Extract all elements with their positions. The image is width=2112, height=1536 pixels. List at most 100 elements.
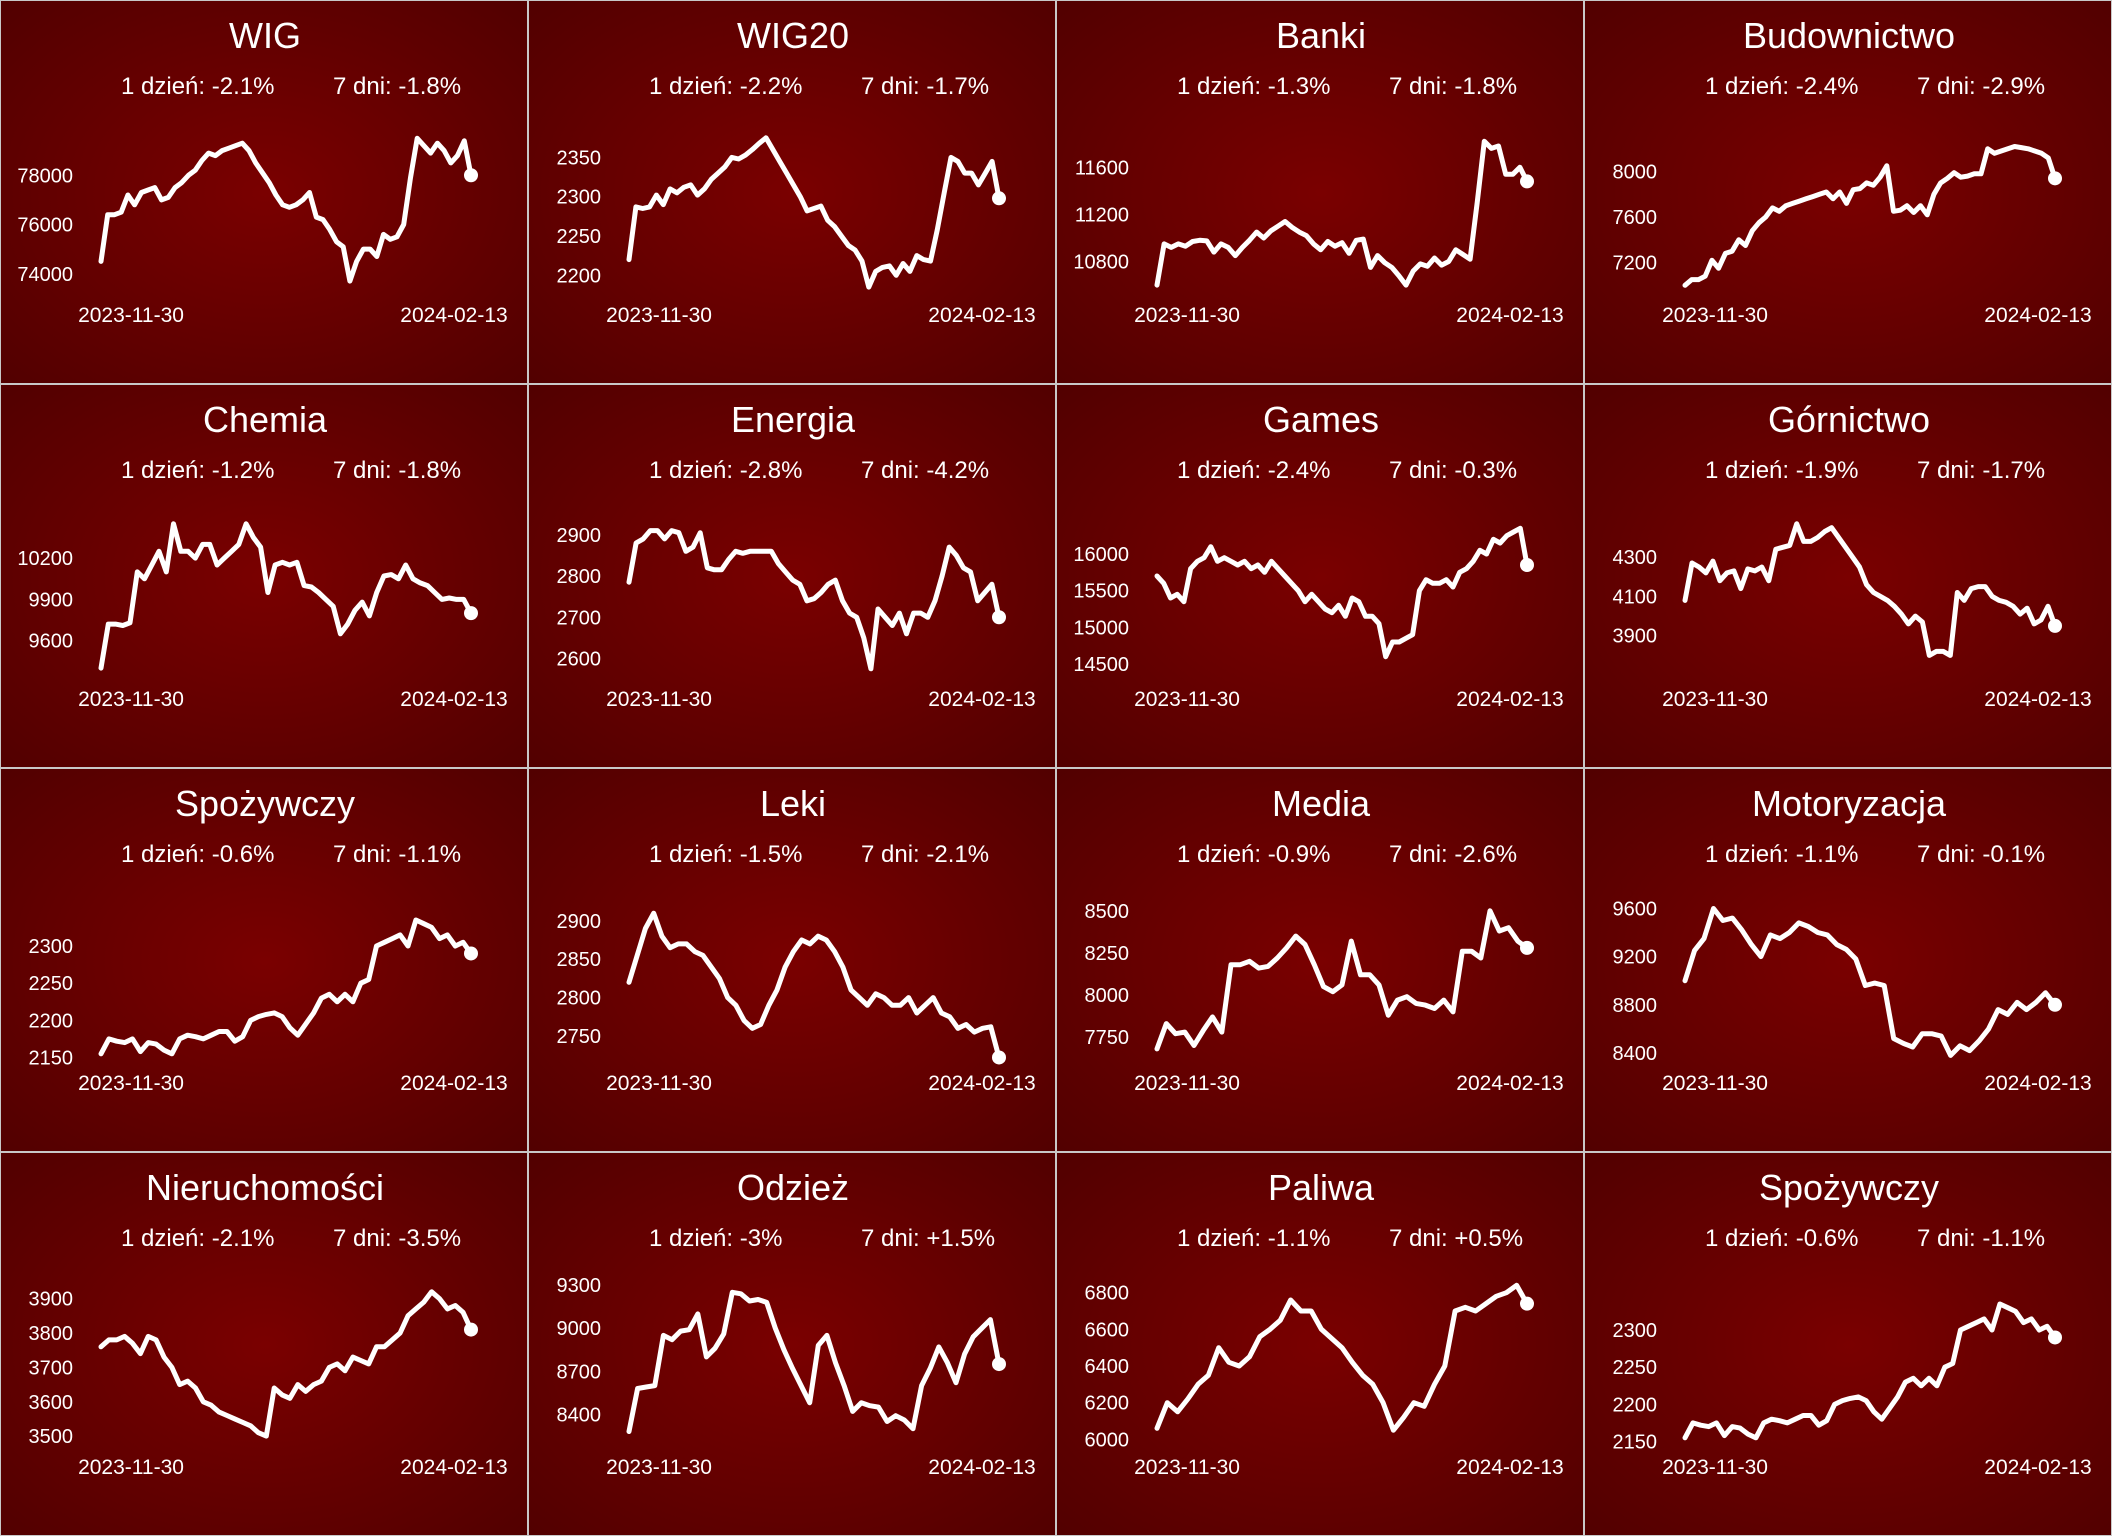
- seven-day-change: 7 dni: -1.7%: [1917, 457, 2046, 484]
- y-tick-label: 2850: [557, 949, 602, 971]
- x-start-label: 2023-11-30: [1134, 304, 1240, 327]
- one-day-change: 1 dzień: -2.1%: [121, 1225, 275, 1252]
- y-tick-label: 2150: [1613, 1432, 1658, 1454]
- series-line: [1154, 1282, 1530, 1433]
- series-line: [626, 135, 1002, 290]
- seven-day-change: 7 dni: -0.1%: [1917, 841, 2046, 868]
- chart-title: Paliwa: [1267, 1167, 1375, 1208]
- x-start-label: 2023-11-30: [606, 1456, 712, 1479]
- x-start-label: 2023-11-30: [1134, 688, 1240, 711]
- chart-svg: 9600 9900 10200 2023-11-30 2024-02-13: [1, 385, 527, 767]
- y-tick-label: 3900: [1613, 626, 1658, 648]
- series-line: [98, 1289, 474, 1439]
- x-start-label: 2023-11-30: [78, 688, 184, 711]
- seven-day-change: 7 dni: -1.7%: [861, 73, 990, 100]
- x-end-label: 2024-02-13: [928, 1072, 1035, 1095]
- series-line: [1682, 521, 2058, 658]
- last-point-marker: [2048, 997, 2062, 1012]
- x-start-label: 2023-11-30: [1134, 1072, 1240, 1095]
- panel-background: [1, 1, 527, 383]
- x-start-label: 2023-11-30: [78, 304, 184, 327]
- y-tick-label: 2300: [557, 187, 602, 209]
- chart-panel: 2150 2200 2250 2300 2023-11-30 2024-02-13 Spoż…: [1584, 1152, 2112, 1536]
- one-day-change: 1 dzień: -1.5%: [649, 841, 803, 868]
- chart-svg: 7200 7600 8000 2023-11-30 2024-02-13: [1585, 1, 2111, 383]
- chart-panel: 74000 76000 78000 2023-11-30 2024-02-13 WIG 1 …: [0, 0, 528, 384]
- y-tick-label: 3600: [29, 1392, 74, 1414]
- one-day-change: 1 dzień: -0.6%: [1705, 1225, 1859, 1252]
- series-line: [626, 1289, 1002, 1434]
- panel-background: [1585, 769, 2111, 1151]
- chart-svg: 2600 2700 2800 2900 2023-11-30 2024-02-13: [529, 385, 1055, 767]
- one-day-change: 1 dzień: -0.9%: [1177, 841, 1331, 868]
- chart-svg: 14500 15000 15500 16000 2023-11-30 2024-02-13: [1057, 385, 1583, 767]
- last-point-marker: [992, 1357, 1006, 1372]
- y-tick-label: 4300: [1613, 547, 1658, 569]
- one-day-change: 1 dzień: -1.1%: [1705, 841, 1859, 868]
- chart-svg: 7750 8000 8250 8500 2023-11-30 2024-02-13: [1057, 769, 1583, 1151]
- last-point-marker: [1520, 558, 1534, 572]
- seven-day-change: 7 dni: -1.1%: [333, 841, 462, 868]
- y-tick-label: 7600: [1613, 207, 1658, 229]
- y-tick-label: 9300: [557, 1275, 602, 1297]
- y-tick-label: 6400: [1085, 1356, 1130, 1378]
- y-tick-label: 2200: [1613, 1394, 1658, 1416]
- y-tick-label: 3900: [29, 1289, 74, 1311]
- chart-title: Nieruchomości: [145, 1167, 385, 1208]
- y-tick-label: 3800: [29, 1323, 74, 1345]
- series-line: [1154, 138, 1530, 288]
- x-start-label: 2023-11-30: [606, 1072, 712, 1095]
- y-tick-label: 9600: [1613, 898, 1658, 920]
- y-tick-label: 76000: [17, 215, 73, 237]
- series-line: [1154, 908, 1530, 1052]
- one-day-change: 1 dzień: -3%: [649, 1225, 783, 1252]
- chart-panel: 2150 2200 2250 2300 2023-11-30 2024-02-13 Spoż…: [0, 768, 528, 1152]
- chart-svg: 2150 2200 2250 2300 2023-11-30 2024-02-13: [1585, 1153, 2111, 1535]
- last-point-marker: [1520, 940, 1534, 955]
- x-end-label: 2024-02-13: [1456, 1456, 1563, 1479]
- y-tick-label: 11200: [1075, 204, 1129, 226]
- y-tick-label: 2750: [557, 1026, 602, 1048]
- x-end-label: 2024-02-13: [1984, 1456, 2091, 1479]
- x-end-label: 2024-02-13: [1984, 1072, 2091, 1095]
- y-tick-label: 74000: [17, 264, 73, 286]
- y-tick-label: 2250: [1613, 1357, 1658, 1379]
- y-tick-label: 8700: [557, 1361, 602, 1383]
- y-tick-label: 2200: [29, 1010, 74, 1032]
- y-tick-label: 6600: [1085, 1319, 1130, 1341]
- panel-background: [1057, 385, 1583, 767]
- chart-panel: 7750 8000 8250 8500 2023-11-30 2024-02-13 Medi…: [1056, 768, 1584, 1152]
- x-start-label: 2023-11-30: [1134, 1456, 1240, 1479]
- chart-svg: 3900 4100 4300 2023-11-30 2024-02-13: [1585, 385, 2111, 767]
- x-start-label: 2023-11-30: [1662, 304, 1768, 327]
- seven-day-change: 7 dni: +0.5%: [1389, 1225, 1524, 1252]
- panel-background: [1057, 769, 1583, 1151]
- chart-svg: 2750 2800 2850 2900 2023-11-30 2024-02-13: [529, 769, 1055, 1151]
- chart-svg: 3500 3600 3700 3800 3900 2023-11-30 2024-02-13: [1, 1153, 527, 1535]
- one-day-change: 1 dzień: -2.4%: [1705, 73, 1859, 100]
- panel-background: [529, 1, 1055, 383]
- chart-svg: 6000 6200 6400 6600 6800 2023-11-30 2024-02-13: [1057, 1153, 1583, 1535]
- panel-background: [529, 769, 1055, 1151]
- chart-panel: 2750 2800 2850 2900 2023-11-30 2024-02-13 Leki…: [528, 768, 1056, 1152]
- y-tick-label: 8250: [1085, 943, 1130, 965]
- y-tick-label: 7200: [1613, 253, 1658, 275]
- last-point-marker: [992, 1050, 1006, 1065]
- series-line: [1682, 906, 2058, 1058]
- chart-panel: 7200 7600 8000 2023-11-30 2024-02-13 Budownic…: [1584, 0, 2112, 384]
- y-tick-label: 8500: [1085, 901, 1130, 923]
- y-tick-label: 2350: [557, 147, 602, 169]
- one-day-change: 1 dzień: -2.4%: [1177, 457, 1331, 484]
- last-point-marker: [464, 946, 478, 961]
- seven-day-change: 7 dni: -2.9%: [1917, 73, 2046, 100]
- chart-svg: 2150 2200 2250 2300 2023-11-30 2024-02-13: [1, 769, 527, 1151]
- last-point-marker: [1520, 174, 1534, 189]
- chart-svg: 2200 2250 2300 2350 2023-11-30 2024-02-13: [529, 1, 1055, 383]
- y-tick-label: 9900: [29, 589, 74, 611]
- chart-panel: 2600 2700 2800 2900 2023-11-30 2024-02-13 Ener…: [528, 384, 1056, 768]
- x-end-label: 2024-02-13: [928, 304, 1035, 327]
- y-tick-label: 10800: [1073, 252, 1129, 274]
- chart-title: Spożywczy: [1758, 1167, 1940, 1208]
- x-end-label: 2024-02-13: [400, 688, 507, 711]
- chart-panel: 3500 3600 3700 3800 3900 2023-11-30 2024-02-13…: [0, 1152, 528, 1536]
